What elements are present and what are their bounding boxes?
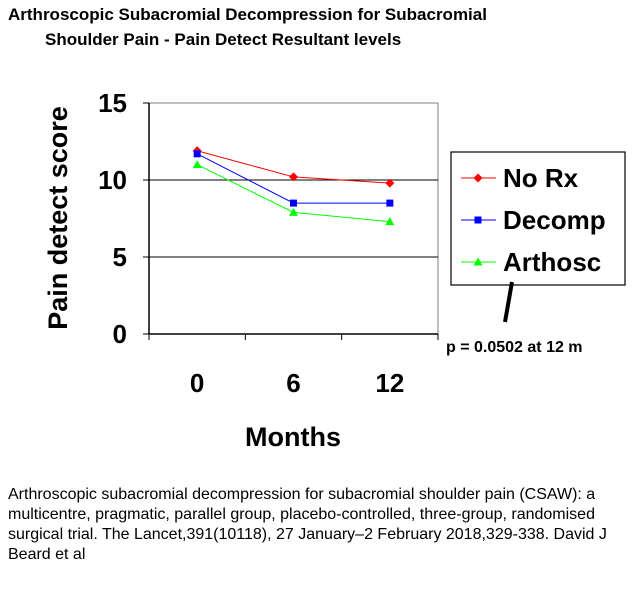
p-value-annotation: p = 0.0502 at 12 m	[446, 339, 583, 356]
y-tick-label: 15	[98, 88, 127, 118]
y-tick-label: 5	[113, 242, 127, 272]
data-point	[290, 199, 297, 207]
data-point	[289, 207, 298, 216]
legend-label: Arthosc	[503, 247, 601, 277]
x-tick-label: 0	[190, 368, 204, 398]
data-point	[192, 160, 202, 169]
data-point	[386, 199, 394, 207]
plot-frame	[148, 102, 439, 335]
data-point	[193, 150, 201, 158]
y-axis-label: Pain detect score	[43, 106, 73, 330]
chart-title-line-2: Shoulder Pain - Pain Detect Resultant le…	[45, 30, 402, 49]
data-point	[289, 172, 298, 182]
y-tick-label: 10	[98, 165, 127, 195]
x-tick-label: 12	[375, 368, 404, 398]
plot-area: 0 5 10 15 0 6 12	[98, 88, 439, 398]
x-tick-label: 6	[286, 368, 300, 398]
citation-text: Arthroscopic subacromial decompression f…	[8, 486, 607, 563]
legend-swatch-marker	[473, 173, 483, 183]
data-point	[385, 178, 395, 188]
annotation-pointer	[503, 281, 514, 323]
legend-swatch-marker	[473, 257, 483, 266]
y-tick-label: 0	[113, 319, 127, 349]
chart-title-line-1: Arthroscopic Subacromial Decompression f…	[8, 5, 487, 24]
line-chart: 0 5 10 15 0 6 12 No Rx Decomp Arthosc Pain detec…	[43, 88, 626, 452]
x-axis-label: Months	[245, 422, 341, 452]
data-point	[385, 217, 395, 226]
legend-label: Decomp	[503, 205, 606, 235]
legend: No Rx Decomp Arthosc	[450, 151, 626, 323]
legend-swatch-marker	[474, 216, 482, 224]
legend-label: No Rx	[503, 163, 579, 193]
